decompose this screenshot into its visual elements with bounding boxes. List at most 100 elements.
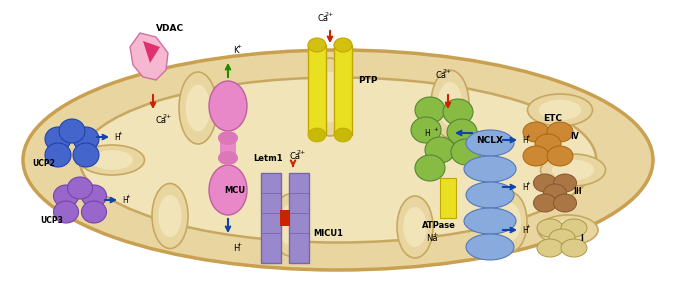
Ellipse shape bbox=[549, 229, 575, 247]
Ellipse shape bbox=[451, 139, 481, 165]
Text: MICU1: MICU1 bbox=[313, 229, 343, 237]
Ellipse shape bbox=[549, 220, 588, 240]
Ellipse shape bbox=[334, 128, 352, 142]
Text: +: + bbox=[236, 242, 241, 247]
Ellipse shape bbox=[537, 219, 563, 237]
Text: Letm1: Letm1 bbox=[253, 154, 283, 163]
Ellipse shape bbox=[523, 146, 549, 166]
Ellipse shape bbox=[152, 184, 188, 249]
Ellipse shape bbox=[534, 194, 557, 212]
Ellipse shape bbox=[23, 50, 653, 270]
Text: +: + bbox=[236, 44, 241, 49]
Ellipse shape bbox=[308, 38, 326, 52]
Text: ETC: ETC bbox=[543, 113, 562, 123]
Text: Ca: Ca bbox=[156, 115, 167, 125]
Ellipse shape bbox=[209, 81, 247, 131]
Text: III: III bbox=[573, 186, 582, 195]
Polygon shape bbox=[143, 41, 160, 63]
Ellipse shape bbox=[523, 122, 549, 142]
Ellipse shape bbox=[544, 184, 567, 202]
Ellipse shape bbox=[411, 117, 441, 143]
Ellipse shape bbox=[179, 72, 217, 144]
Text: H: H bbox=[522, 226, 527, 234]
Text: +: + bbox=[525, 133, 530, 139]
Bar bbox=[220, 134, 236, 162]
Ellipse shape bbox=[443, 99, 473, 125]
Ellipse shape bbox=[540, 154, 605, 186]
Ellipse shape bbox=[431, 70, 469, 138]
Text: PTP: PTP bbox=[358, 75, 378, 84]
Ellipse shape bbox=[91, 150, 133, 170]
Text: VDAC: VDAC bbox=[156, 23, 184, 33]
Bar bbox=[280, 210, 290, 226]
Bar bbox=[334, 45, 352, 135]
Ellipse shape bbox=[59, 119, 85, 143]
Bar bbox=[261, 173, 281, 263]
Ellipse shape bbox=[311, 58, 349, 136]
Text: I: I bbox=[580, 234, 583, 242]
Ellipse shape bbox=[466, 182, 514, 208]
Ellipse shape bbox=[547, 146, 573, 166]
Text: +: + bbox=[125, 194, 130, 199]
Ellipse shape bbox=[68, 177, 92, 199]
Text: IV: IV bbox=[570, 131, 579, 141]
Ellipse shape bbox=[278, 205, 302, 245]
Ellipse shape bbox=[447, 119, 477, 145]
Text: +: + bbox=[117, 131, 122, 136]
Text: H: H bbox=[233, 244, 239, 252]
Text: 2+: 2+ bbox=[443, 68, 452, 73]
Text: H: H bbox=[522, 183, 527, 192]
Text: 2+: 2+ bbox=[163, 113, 172, 118]
Text: Ca: Ca bbox=[436, 70, 447, 80]
Text: NCLX: NCLX bbox=[476, 136, 503, 144]
Ellipse shape bbox=[415, 155, 445, 181]
Ellipse shape bbox=[218, 131, 238, 145]
Ellipse shape bbox=[186, 85, 210, 131]
Ellipse shape bbox=[464, 156, 516, 182]
Ellipse shape bbox=[464, 208, 516, 234]
Bar bbox=[308, 45, 326, 135]
Ellipse shape bbox=[45, 127, 71, 151]
Text: +: + bbox=[525, 181, 530, 186]
Text: H: H bbox=[522, 136, 527, 144]
Ellipse shape bbox=[466, 130, 514, 156]
Ellipse shape bbox=[561, 239, 587, 257]
Ellipse shape bbox=[553, 174, 576, 192]
Ellipse shape bbox=[80, 78, 596, 242]
Ellipse shape bbox=[79, 145, 144, 175]
Ellipse shape bbox=[73, 143, 99, 167]
Text: Ca: Ca bbox=[290, 152, 301, 160]
Text: H: H bbox=[424, 128, 430, 138]
Ellipse shape bbox=[534, 174, 557, 192]
Ellipse shape bbox=[218, 151, 238, 165]
Text: K: K bbox=[233, 46, 239, 54]
Ellipse shape bbox=[539, 99, 581, 120]
Text: H: H bbox=[114, 133, 120, 141]
Text: UCP3: UCP3 bbox=[41, 215, 64, 224]
Text: +: + bbox=[433, 126, 438, 131]
Ellipse shape bbox=[438, 82, 462, 126]
Ellipse shape bbox=[552, 160, 594, 180]
Text: 2+: 2+ bbox=[324, 12, 334, 17]
Polygon shape bbox=[130, 33, 168, 80]
Ellipse shape bbox=[397, 196, 433, 258]
Text: Na: Na bbox=[426, 234, 437, 242]
Ellipse shape bbox=[561, 219, 587, 237]
Ellipse shape bbox=[425, 137, 455, 163]
Ellipse shape bbox=[553, 194, 576, 212]
Ellipse shape bbox=[537, 239, 563, 257]
Ellipse shape bbox=[527, 94, 593, 126]
Text: UCP2: UCP2 bbox=[33, 158, 56, 168]
Bar bbox=[289, 173, 309, 263]
Ellipse shape bbox=[45, 143, 71, 167]
Bar bbox=[440, 178, 456, 218]
Ellipse shape bbox=[54, 185, 79, 207]
Ellipse shape bbox=[535, 134, 561, 154]
Ellipse shape bbox=[318, 72, 342, 122]
Ellipse shape bbox=[209, 165, 247, 215]
Text: Ca: Ca bbox=[318, 14, 329, 22]
Text: +: + bbox=[525, 223, 530, 229]
Ellipse shape bbox=[538, 215, 598, 245]
Ellipse shape bbox=[81, 185, 106, 207]
Ellipse shape bbox=[334, 38, 352, 52]
